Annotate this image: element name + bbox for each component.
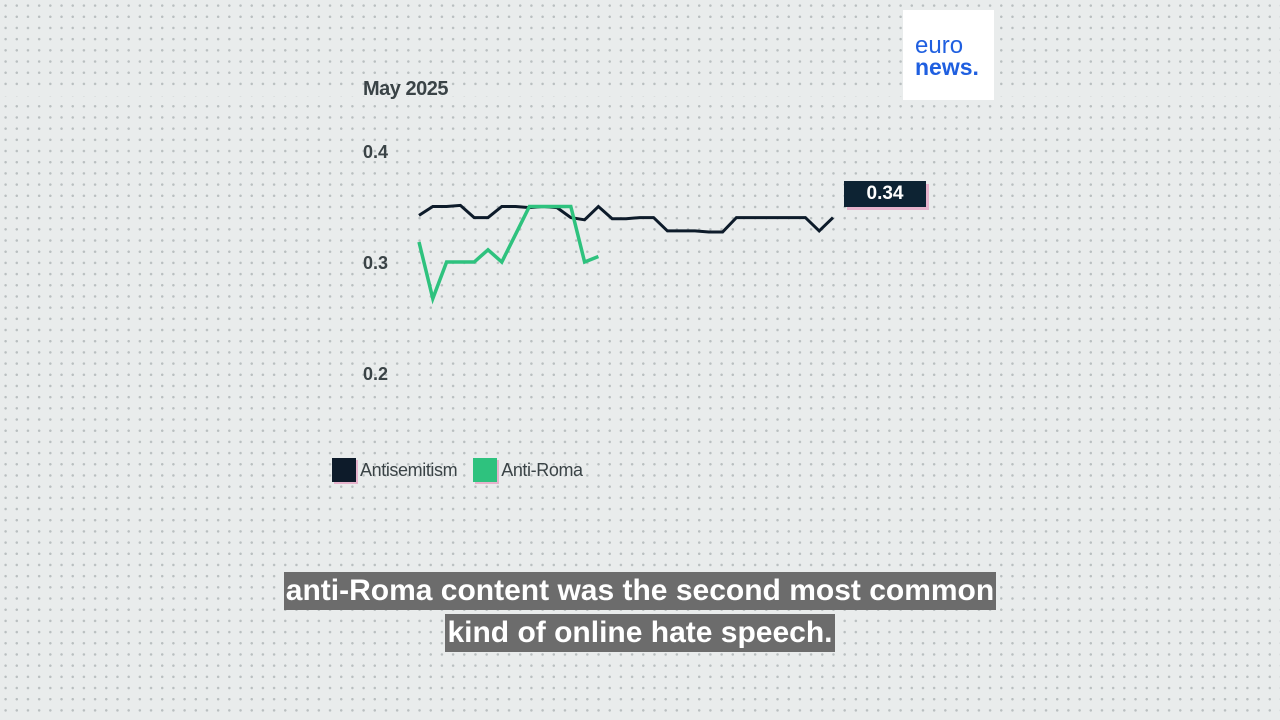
subtitle-line-1: anti-Roma content was the second most co… xyxy=(283,572,997,610)
y-tick-label: 0.2 xyxy=(363,364,388,384)
legend-swatch-anti-roma xyxy=(473,458,498,482)
legend-item-antisemitism: Antisemitism xyxy=(332,458,458,482)
series-line-antisemitism xyxy=(418,203,835,234)
y-axis-ticks: 0.4 0.3 0.2 xyxy=(363,142,388,384)
legend-swatch-antisemitism xyxy=(332,458,356,482)
chart-legend: Antisemitism Anti-Roma xyxy=(332,458,599,482)
series-lines xyxy=(417,203,835,305)
background-band xyxy=(0,546,1280,552)
series-line-anti-roma xyxy=(417,204,600,305)
logo-text-euro: euro xyxy=(915,32,964,59)
euronews-logo: euro news. xyxy=(903,10,994,100)
logo-text-news: news. xyxy=(915,54,979,80)
legend-label-antisemitism: Antisemitism xyxy=(360,459,458,480)
latest-value-callout: 0.34 xyxy=(844,181,926,207)
y-tick-label: 0.3 xyxy=(363,253,388,273)
legend-item-anti-roma: Anti-Roma xyxy=(473,458,583,482)
legend-label-anti-roma: Anti-Roma xyxy=(501,459,583,480)
chart-period-label: May 2025 xyxy=(363,78,448,100)
subtitles: anti-Roma content was the second most co… xyxy=(0,572,1280,656)
subtitle-line-2: kind of online hate speech. xyxy=(445,614,835,652)
y-tick-label: 0.4 xyxy=(363,142,388,162)
background-band xyxy=(0,90,1280,96)
